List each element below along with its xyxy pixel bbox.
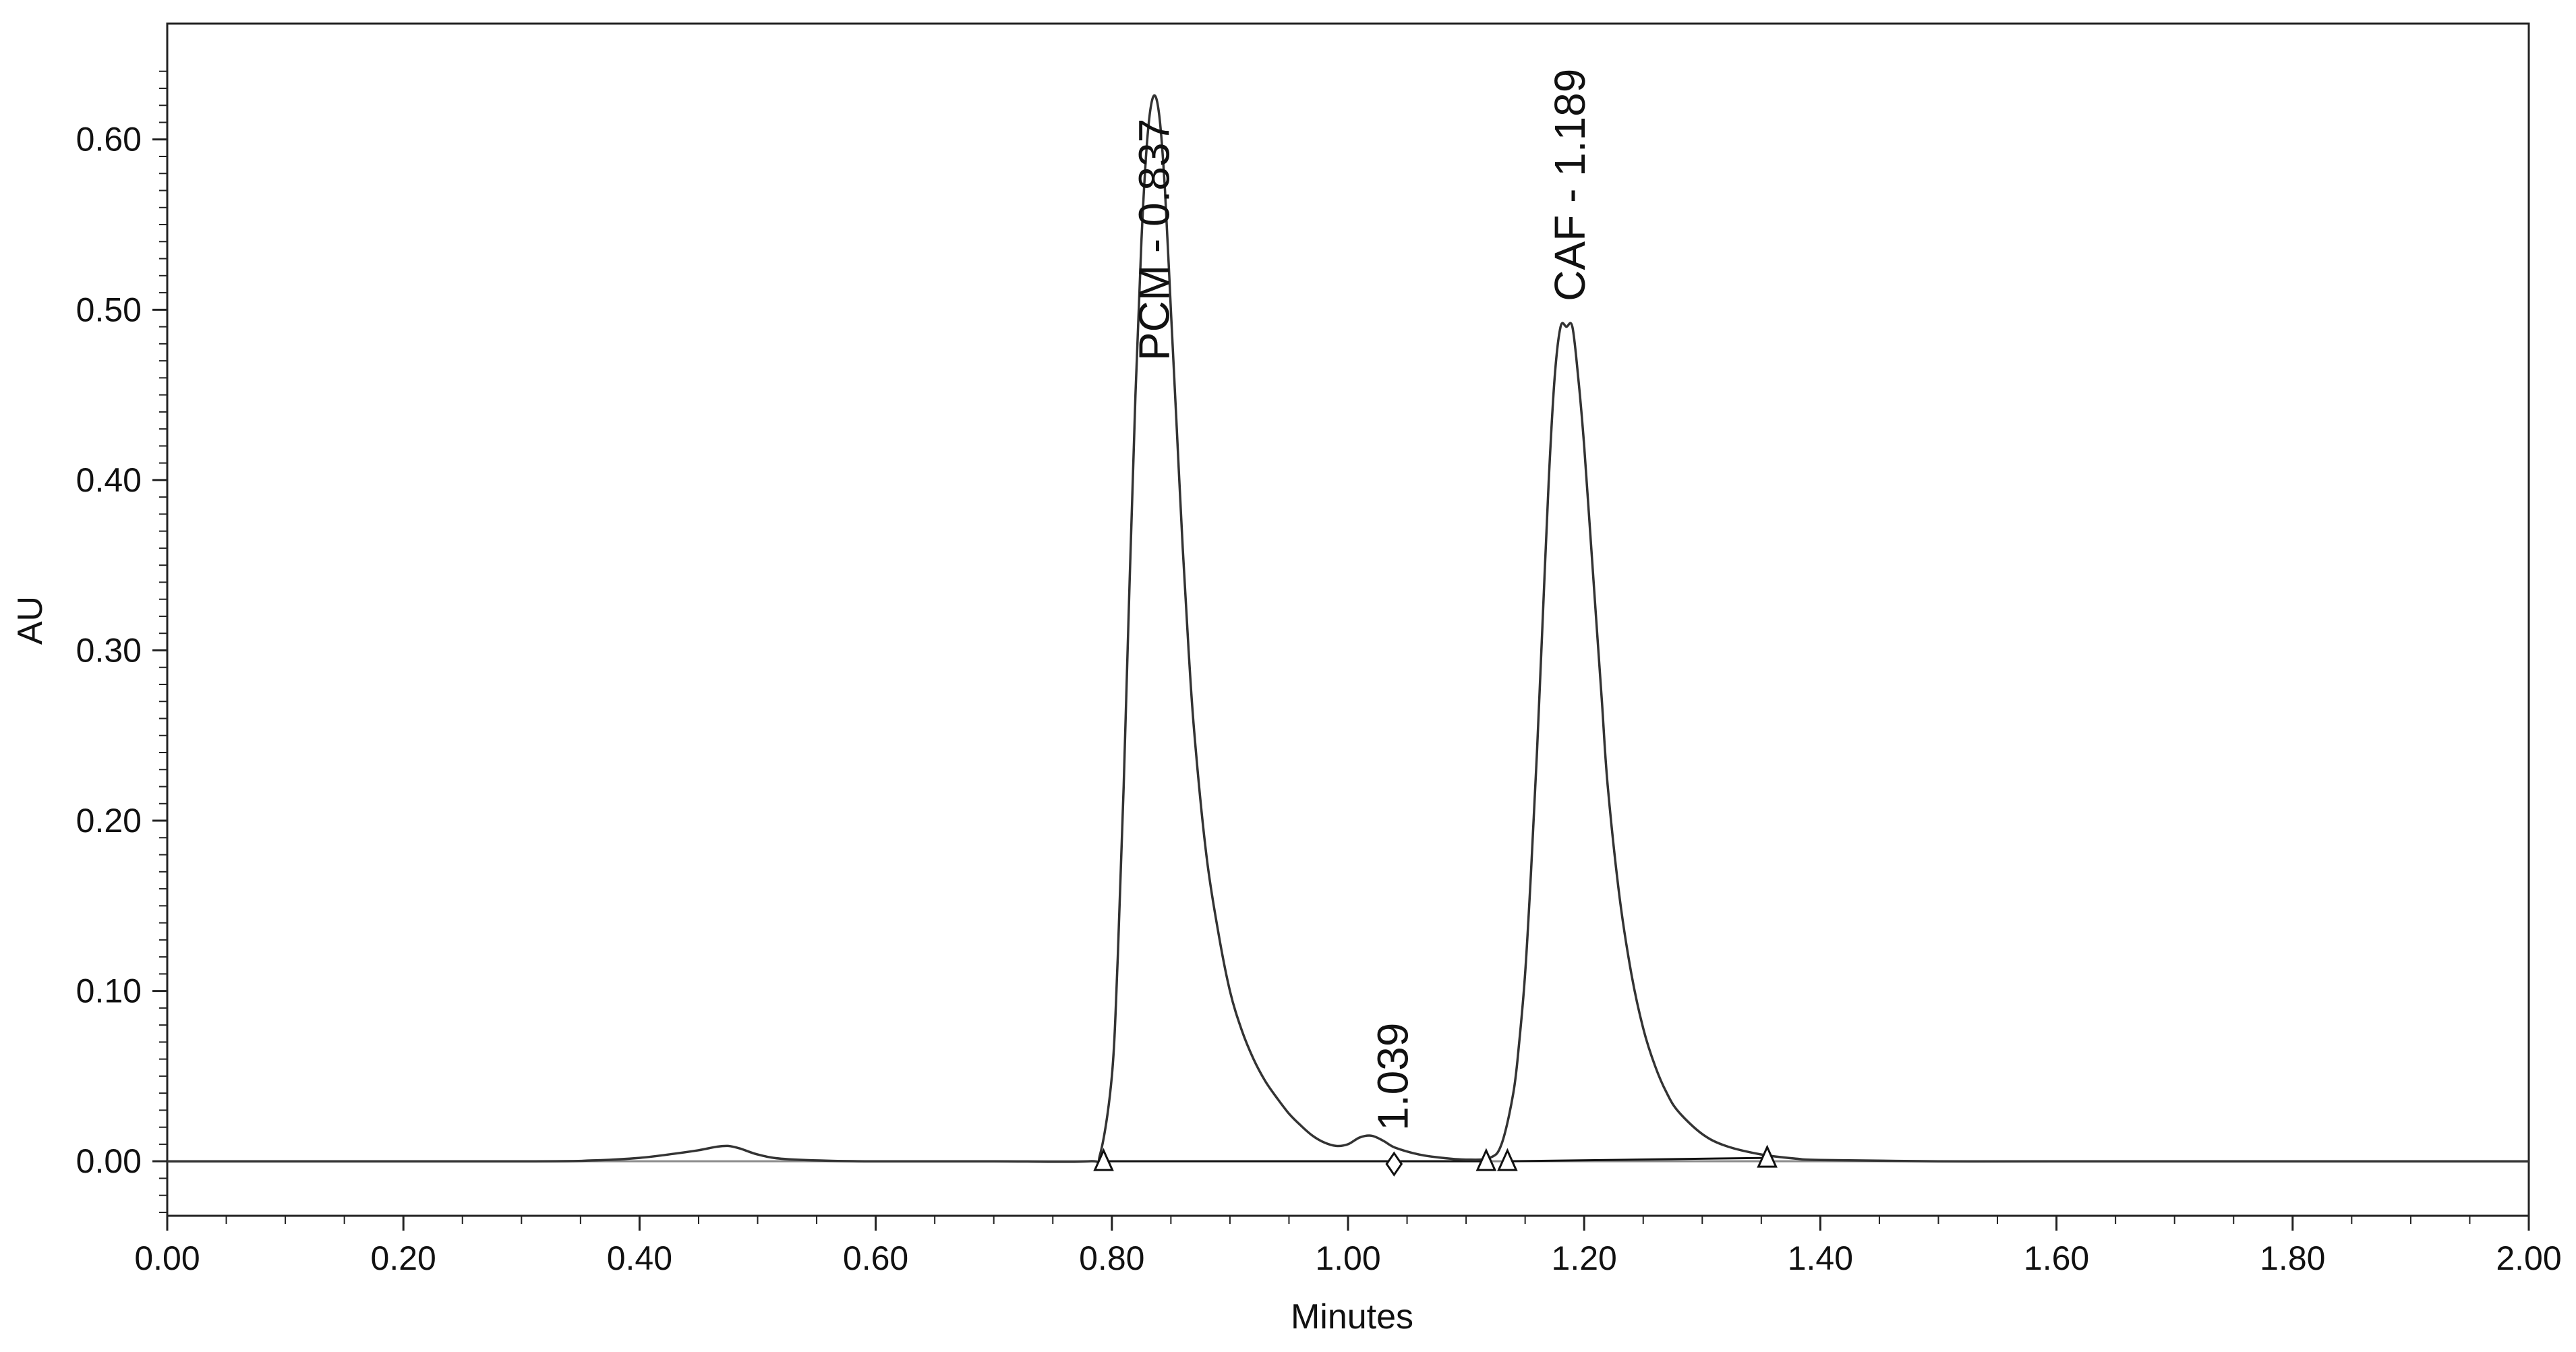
x-tick-label: 1.80 xyxy=(2260,1239,2325,1277)
series-layer xyxy=(167,94,2529,1165)
integration-baseline xyxy=(1507,1156,1767,1163)
plot-frame-layer xyxy=(166,22,2530,1217)
y-tick-label: 0.20 xyxy=(76,802,142,840)
peak-label: PCM - 0.837 xyxy=(1130,119,1179,361)
x-tick-label: 1.60 xyxy=(2024,1239,2089,1277)
baseline-layer xyxy=(1103,1156,1767,1163)
x-tick-label: 0.40 xyxy=(607,1239,672,1277)
y-axis-title: AU xyxy=(11,596,50,645)
peak-boundary-marker xyxy=(1497,1148,1518,1171)
x-tick-label: 2.00 xyxy=(2496,1239,2561,1277)
x-tick-label: 1.40 xyxy=(1788,1239,1853,1277)
x-tick-label: 0.80 xyxy=(1079,1239,1144,1277)
peak-label: CAF - 1.189 xyxy=(1546,69,1594,301)
y-tick-label: 0.30 xyxy=(76,631,142,669)
peak-boundary-marker xyxy=(1757,1144,1778,1168)
x-tick-label: 0.00 xyxy=(134,1239,200,1277)
peak-apex-marker xyxy=(1385,1151,1403,1177)
chromatogram-trace xyxy=(167,94,2529,1165)
x-axis-title: Minutes xyxy=(1291,1297,1413,1336)
label-layer: 0.00 0.20 0.40 0.60 0.80 1.00 1.20 1.40 1.60 1.80… xyxy=(76,69,2562,1277)
x-tick-label: 0.60 xyxy=(843,1239,908,1277)
marker-layer xyxy=(1093,1144,1778,1177)
peak-label: 1.039 xyxy=(1368,1023,1417,1131)
x-tick-label: 0.20 xyxy=(371,1239,436,1277)
tick-layer xyxy=(152,70,2530,1231)
peak-boundary-marker xyxy=(1475,1148,1497,1171)
y-tick-label: 0.40 xyxy=(76,461,142,499)
y-tick-label: 0.00 xyxy=(76,1142,142,1180)
peak-boundary-marker xyxy=(1093,1148,1114,1171)
y-tick-label: 0.50 xyxy=(76,291,142,328)
plot-frame xyxy=(166,22,2530,1217)
y-tick-label: 0.10 xyxy=(76,972,142,1010)
x-tick-label: 1.20 xyxy=(1552,1239,1617,1277)
x-tick-label: 1.00 xyxy=(1315,1239,1380,1277)
y-tick-label: 0.60 xyxy=(76,121,142,158)
